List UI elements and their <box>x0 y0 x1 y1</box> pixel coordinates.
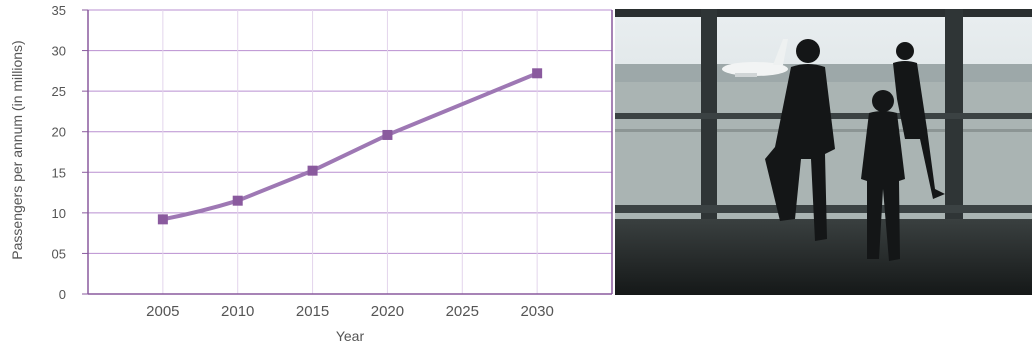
x-tick-labels: 2005 2010 2015 2020 2025 2030 <box>146 303 554 320</box>
chart-grid <box>88 9 612 294</box>
y-tick-label: 25 <box>52 84 66 99</box>
x-tick-label: 2010 <box>221 303 254 320</box>
y-tick-label: 35 <box>52 3 66 18</box>
y-tick-labels: 0 05 10 15 20 25 30 35 <box>52 3 66 302</box>
data-point-marker <box>157 214 168 225</box>
data-point-marker <box>382 129 393 140</box>
x-tick-label: 2020 <box>371 303 404 320</box>
data-point-marker <box>232 195 243 206</box>
x-tick-label: 2005 <box>146 303 179 320</box>
y-tick-label: 05 <box>52 246 66 261</box>
y-tick-label: 20 <box>52 125 66 140</box>
data-point-marker <box>307 165 318 176</box>
x-tick-label: 2025 <box>446 303 479 320</box>
y-axis-title: Passengers per annum (in millions) <box>9 40 25 259</box>
x-axis-title: Year <box>336 328 365 344</box>
y-tick-label: 0 <box>59 287 66 302</box>
silhouettes <box>765 39 945 261</box>
y-tick-label: 15 <box>52 165 66 180</box>
data-point-marker <box>532 68 543 79</box>
y-tick-label: 30 <box>52 44 66 59</box>
passenger-series <box>157 68 543 225</box>
series-line <box>160 71 540 222</box>
y-tick-label: 10 <box>52 206 66 221</box>
chart-axes <box>82 9 613 295</box>
airplane-icon <box>722 39 788 77</box>
x-tick-label: 2030 <box>520 303 553 320</box>
x-tick-label: 2015 <box>296 303 329 320</box>
airport-window-photo <box>615 9 1032 295</box>
